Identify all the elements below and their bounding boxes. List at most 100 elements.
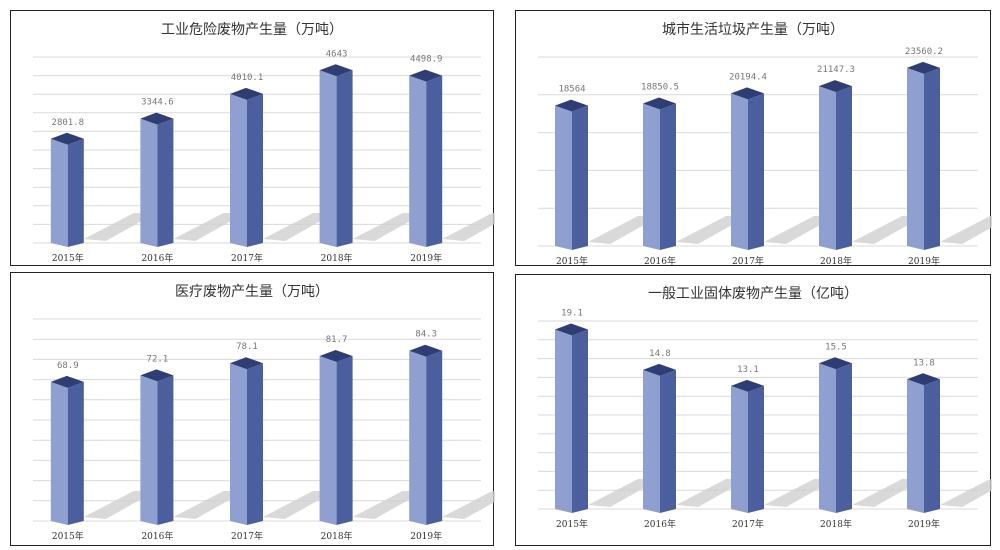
bar-shadow [352, 491, 425, 519]
bar-front-face [230, 363, 247, 525]
bar-top-face [731, 379, 764, 392]
bar-shadow [940, 216, 992, 244]
data-label: 4498.9 [410, 55, 443, 65]
bar-shadow [83, 491, 156, 519]
bar-front-face [907, 379, 924, 513]
x-tick-label: 2017年 [732, 518, 764, 530]
bar-front-face [907, 67, 924, 250]
bar-front-face [819, 86, 836, 251]
x-tick-label: 2017年 [231, 252, 263, 264]
bar-top-face [50, 132, 84, 145]
bar-shadow [852, 479, 924, 507]
bar-front-face [50, 381, 68, 525]
data-label: 4643 [326, 49, 348, 59]
bar-front-face [819, 363, 836, 513]
bar-side-face [572, 329, 588, 513]
bar-side-face [748, 93, 764, 250]
data-label: 72.1 [147, 354, 169, 364]
data-label: 2801.8 [52, 118, 85, 128]
bar-top-face [819, 80, 852, 93]
bar-front-face [319, 355, 337, 525]
bar-front-face [555, 329, 572, 513]
bar-shadow [852, 216, 924, 244]
bar-front-face [731, 385, 748, 513]
chart-svg: 18564 2015年 18850.5 2016年 20194.4 2017年 21147.… [538, 47, 992, 267]
bar-front-face [643, 369, 660, 513]
bar-top-face [230, 87, 263, 100]
x-tick-label: 2019年 [410, 252, 442, 264]
data-label: 20194.4 [729, 72, 767, 82]
bar-side-face [572, 105, 588, 250]
chart-panel-hazardous-waste: 工业危险废物产生量（万吨） 2801.8 2015年 3344.6 2016年 4010… [10, 10, 495, 266]
bar-side-face [748, 385, 764, 513]
bar-shadow [764, 479, 836, 507]
chart-panel-medical-waste: 医疗废物产生量（万吨） 68.9 2015年 72.1 2016年 78.1 2017年 8… [10, 272, 495, 546]
x-tick-label: 2016年 [644, 255, 676, 267]
bar-top-face [319, 349, 353, 362]
bar-shadow [764, 216, 836, 244]
bar-top-face [50, 375, 84, 388]
bar-front-face [50, 138, 68, 247]
bar-top-face [555, 323, 588, 336]
bar-top-face [409, 69, 443, 82]
bar-shadow [263, 213, 335, 241]
bar-side-face [157, 375, 174, 525]
data-label: 13.1 [737, 365, 759, 375]
bar-front-face [731, 93, 748, 250]
x-tick-label: 2019年 [410, 530, 442, 542]
bar-top-face [819, 357, 852, 370]
bar-side-face [426, 350, 443, 525]
data-label: 13.8 [913, 358, 935, 368]
x-tick-label: 2015年 [556, 255, 588, 267]
bar-side-face [157, 118, 174, 248]
chart-title: 工业危险废物产生量（万吨） [161, 22, 343, 38]
bar-side-face [67, 381, 84, 525]
chart-svg: 68.9 2015年 72.1 2016年 78.1 2017年 81.7 2018年 84.3… [33, 318, 495, 542]
bar-shadow [173, 491, 246, 519]
data-label: 81.7 [326, 335, 348, 345]
bar-front-face [319, 70, 337, 247]
bar-front-face [643, 103, 660, 250]
bar-shadow [442, 213, 495, 241]
bar-front-face [140, 375, 158, 525]
chart-title: 城市生活垃圾产生量（万吨） [662, 22, 844, 38]
bar-side-face [336, 70, 353, 247]
bar-front-face [409, 350, 427, 525]
bar-front-face [555, 105, 572, 250]
bar-top-face [643, 363, 676, 376]
bar-side-face [924, 67, 940, 250]
data-label: 23560.2 [905, 47, 943, 57]
data-label: 14.8 [649, 349, 671, 359]
bar-shadow [442, 491, 495, 519]
bar-shadow [940, 479, 992, 507]
data-label: 78.1 [236, 342, 258, 352]
x-tick-label: 2015年 [556, 518, 588, 530]
bar-top-face [907, 61, 940, 74]
x-tick-label: 2017年 [231, 530, 263, 542]
x-tick-label: 2016年 [644, 518, 676, 530]
data-label: 84.3 [415, 330, 437, 340]
bar-side-face [660, 369, 676, 513]
bar-top-face [230, 357, 263, 370]
data-label: 18850.5 [641, 82, 679, 92]
x-tick-label: 2017年 [732, 255, 764, 267]
bar-shadow [676, 479, 748, 507]
chart-panel-municipal-waste: 城市生活垃圾产生量（万吨） 18564 2015年 18850.5 2016年 2019… [515, 10, 992, 267]
bar-side-face [247, 93, 263, 247]
bar-side-face [660, 103, 676, 250]
x-tick-label: 2019年 [908, 255, 940, 267]
bar-side-face [836, 86, 852, 251]
bar-front-face [409, 75, 427, 247]
x-tick-label: 2016年 [141, 252, 173, 264]
chart-svg: 19.1 2015年 14.8 2016年 13.1 2017年 15.5 2018年 13.8… [538, 308, 992, 530]
bar-top-face [140, 369, 174, 382]
bar-side-face [336, 355, 353, 525]
bar-top-face [140, 112, 174, 125]
bar-side-face [67, 138, 84, 247]
x-tick-label: 2015年 [52, 530, 84, 542]
bar-side-face [924, 379, 940, 513]
chart-panel-industrial-solid-waste: 一般工业固体废物产生量（亿吨） 19.1 2015年 14.8 2016年 13.1 20… [515, 274, 992, 546]
bar-side-face [426, 75, 443, 247]
chart-svg: 2801.8 2015年 3344.6 2016年 4010.1 2017年 4643 201… [33, 49, 495, 264]
bar-front-face [230, 93, 247, 247]
